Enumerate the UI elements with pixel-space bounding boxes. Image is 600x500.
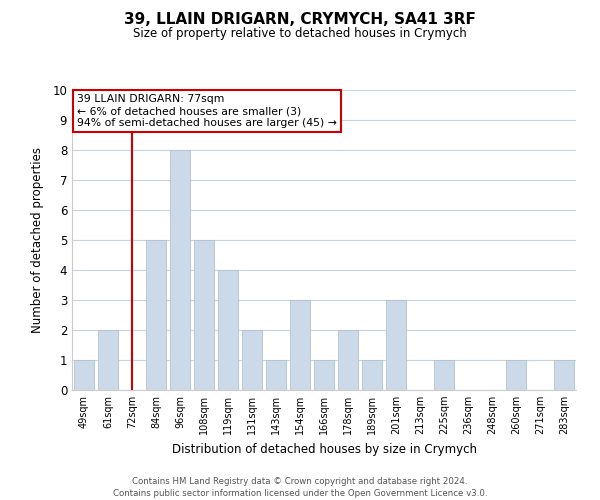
Bar [218, 270, 238, 390]
Bar [434, 360, 454, 390]
Bar [314, 360, 334, 390]
Bar [362, 360, 382, 390]
Text: Contains HM Land Registry data © Crown copyright and database right 2024.: Contains HM Land Registry data © Crown c… [132, 478, 468, 486]
Bar [194, 240, 214, 390]
X-axis label: Distribution of detached houses by size in Crymych: Distribution of detached houses by size … [172, 442, 476, 456]
Bar [170, 150, 190, 390]
Bar [386, 300, 406, 390]
Text: 39 LLAIN DRIGARN: 77sqm
← 6% of detached houses are smaller (3)
94% of semi-deta: 39 LLAIN DRIGARN: 77sqm ← 6% of detached… [77, 94, 337, 128]
Bar [554, 360, 574, 390]
Bar [506, 360, 526, 390]
Bar [290, 300, 310, 390]
Y-axis label: Number of detached properties: Number of detached properties [31, 147, 44, 333]
Bar [146, 240, 166, 390]
Bar [338, 330, 358, 390]
Bar [74, 360, 94, 390]
Text: 39, LLAIN DRIGARN, CRYMYCH, SA41 3RF: 39, LLAIN DRIGARN, CRYMYCH, SA41 3RF [124, 12, 476, 28]
Bar [98, 330, 118, 390]
Bar [266, 360, 286, 390]
Text: Contains public sector information licensed under the Open Government Licence v3: Contains public sector information licen… [113, 489, 487, 498]
Text: Size of property relative to detached houses in Crymych: Size of property relative to detached ho… [133, 28, 467, 40]
Bar [242, 330, 262, 390]
